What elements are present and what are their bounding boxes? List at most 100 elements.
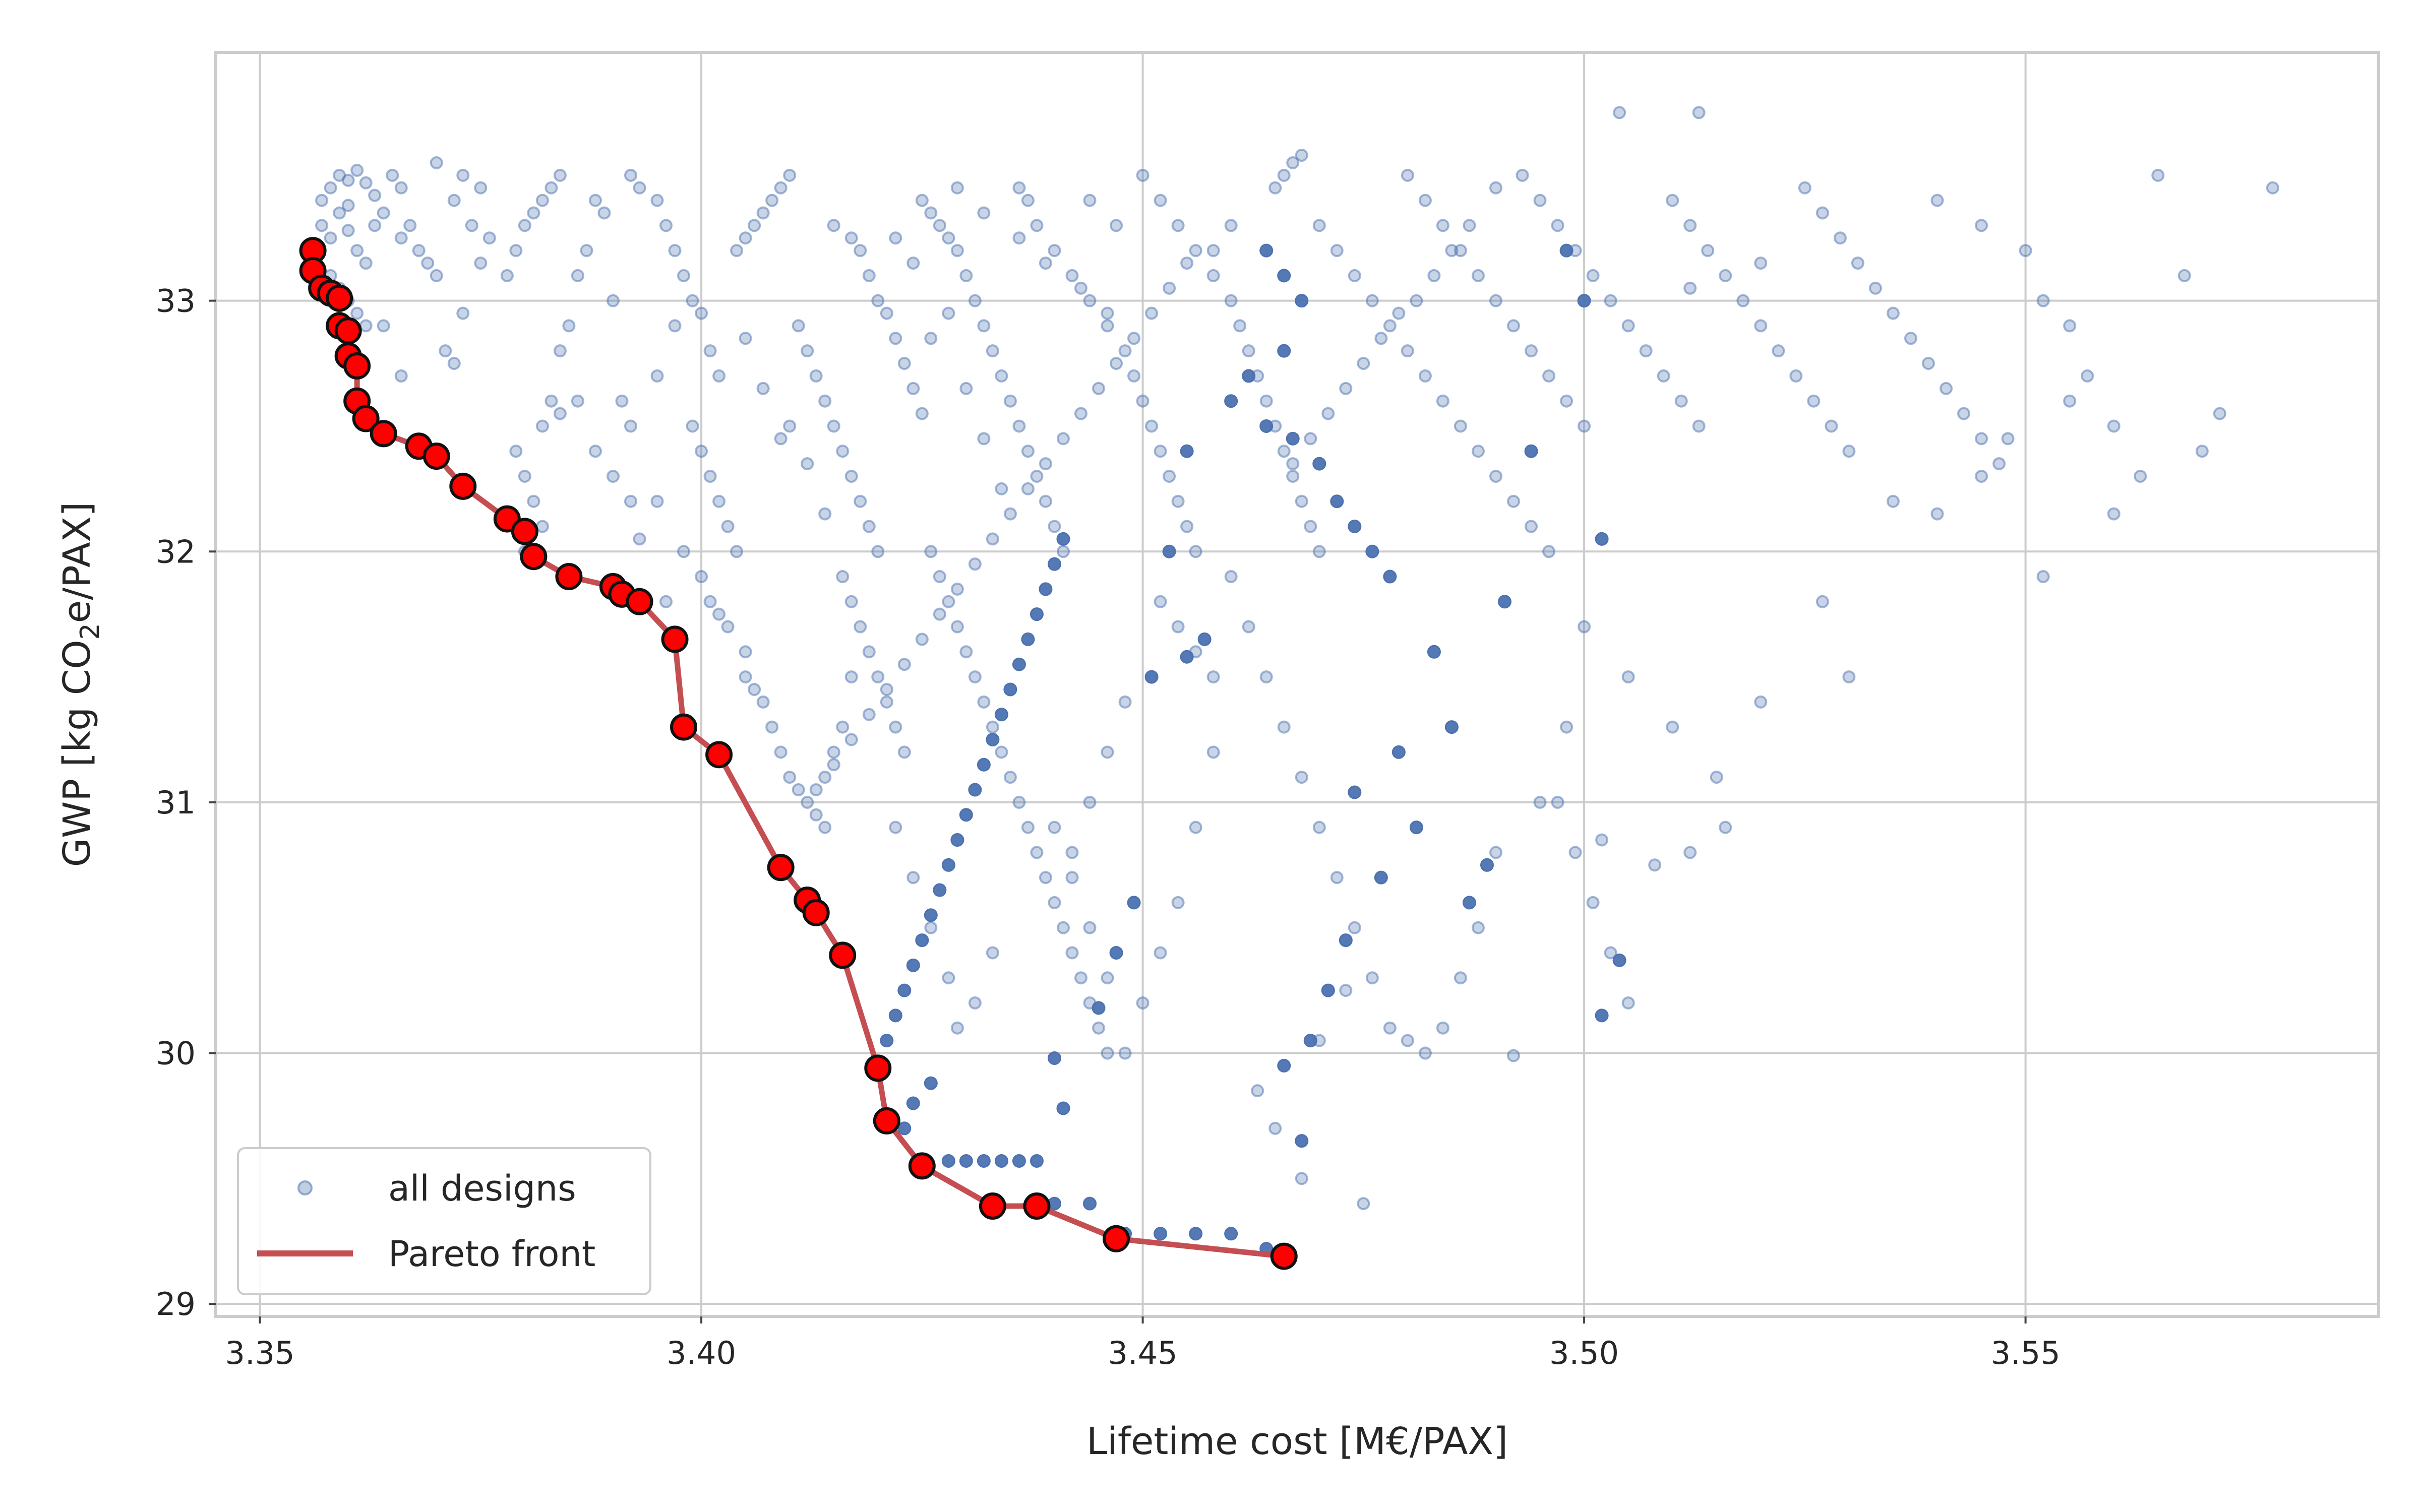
plot-frame bbox=[214, 51, 2380, 1318]
design-point bbox=[1012, 657, 1026, 671]
design-point bbox=[1074, 281, 1087, 295]
pareto-point bbox=[520, 543, 548, 571]
design-point bbox=[712, 607, 726, 621]
design-point bbox=[359, 176, 373, 190]
design-point bbox=[1612, 953, 1626, 967]
design-point bbox=[1136, 996, 1150, 1010]
design-point bbox=[818, 394, 832, 408]
design-point bbox=[836, 720, 850, 734]
design-point bbox=[836, 570, 850, 584]
design-point bbox=[1242, 620, 1255, 634]
design-point bbox=[880, 695, 893, 709]
pareto-point bbox=[422, 443, 450, 470]
design-point bbox=[792, 783, 805, 796]
design-point bbox=[862, 708, 876, 721]
design-point bbox=[1242, 344, 1255, 358]
dense-designs-series bbox=[871, 243, 1626, 1256]
design-point bbox=[950, 244, 964, 258]
design-point bbox=[1339, 933, 1353, 948]
design-point bbox=[1056, 921, 1070, 934]
design-point bbox=[1206, 745, 1220, 759]
design-point bbox=[1030, 219, 1044, 232]
pareto-point bbox=[802, 899, 830, 926]
design-point bbox=[333, 206, 346, 220]
design-point bbox=[1321, 983, 1335, 997]
design-point bbox=[1489, 469, 1502, 483]
design-point bbox=[1444, 720, 1459, 734]
design-point bbox=[1224, 294, 1238, 307]
pareto-point bbox=[767, 854, 795, 881]
design-point bbox=[1736, 294, 1750, 307]
design-point bbox=[1056, 545, 1070, 558]
design-point bbox=[871, 545, 885, 558]
design-point bbox=[1586, 269, 1600, 282]
design-point bbox=[1410, 294, 1423, 307]
design-point bbox=[712, 369, 726, 383]
design-point bbox=[854, 244, 867, 258]
design-point bbox=[897, 745, 911, 759]
design-point bbox=[615, 394, 629, 408]
design-point bbox=[836, 445, 850, 458]
pareto-point bbox=[705, 741, 733, 769]
pareto-point bbox=[511, 518, 538, 545]
pareto-point bbox=[555, 563, 583, 591]
design-point bbox=[1489, 846, 1502, 859]
design-point bbox=[959, 269, 973, 282]
design-point bbox=[1833, 231, 1847, 245]
design-point bbox=[774, 432, 788, 446]
design-point bbox=[906, 1096, 920, 1110]
design-point bbox=[1533, 795, 1547, 809]
design-point bbox=[906, 257, 920, 270]
design-point bbox=[1083, 294, 1097, 307]
design-point bbox=[880, 306, 893, 320]
y-tick-label: 32 bbox=[156, 533, 196, 570]
design-point bbox=[1101, 1046, 1114, 1060]
design-point bbox=[889, 821, 902, 834]
design-point bbox=[1286, 469, 1300, 483]
design-point bbox=[818, 821, 832, 834]
pareto-point bbox=[370, 420, 397, 448]
design-point bbox=[1816, 206, 1829, 220]
design-point bbox=[1056, 432, 1070, 446]
design-point bbox=[1789, 369, 1803, 383]
design-point bbox=[350, 163, 364, 177]
design-point bbox=[403, 219, 417, 232]
design-point bbox=[1621, 996, 1635, 1010]
design-point bbox=[456, 168, 470, 182]
design-point bbox=[933, 219, 946, 232]
design-point bbox=[386, 168, 399, 182]
design-point bbox=[544, 394, 558, 408]
design-point bbox=[994, 1154, 1008, 1168]
design-point bbox=[1825, 419, 1838, 433]
design-point bbox=[439, 344, 452, 358]
all-designs-series bbox=[315, 106, 2279, 1211]
design-point bbox=[1312, 545, 1326, 558]
design-point bbox=[588, 194, 602, 207]
design-point bbox=[394, 181, 408, 195]
design-point bbox=[941, 1154, 955, 1168]
design-point bbox=[1277, 269, 1291, 283]
design-point bbox=[844, 231, 858, 245]
design-point bbox=[977, 432, 991, 446]
design-point bbox=[1374, 870, 1388, 885]
design-point bbox=[1189, 545, 1202, 558]
design-point bbox=[942, 595, 955, 608]
design-point bbox=[1286, 457, 1300, 471]
legend-label-designs: all designs bbox=[388, 1168, 576, 1209]
design-point bbox=[1657, 369, 1670, 383]
design-point bbox=[2107, 419, 2121, 433]
pareto-point bbox=[449, 472, 477, 500]
design-point bbox=[1957, 407, 1971, 420]
design-point bbox=[377, 206, 390, 220]
design-point bbox=[986, 720, 999, 734]
design-point bbox=[500, 269, 514, 282]
design-point bbox=[1542, 545, 1556, 558]
design-point bbox=[1048, 520, 1061, 533]
design-point bbox=[924, 1076, 938, 1090]
design-point bbox=[1454, 244, 1467, 258]
design-point bbox=[1921, 357, 1935, 370]
design-point bbox=[1754, 695, 1768, 709]
design-point bbox=[624, 419, 637, 433]
design-point bbox=[1595, 1009, 1609, 1023]
x-tick-label: 3.55 bbox=[1991, 1335, 2061, 1371]
